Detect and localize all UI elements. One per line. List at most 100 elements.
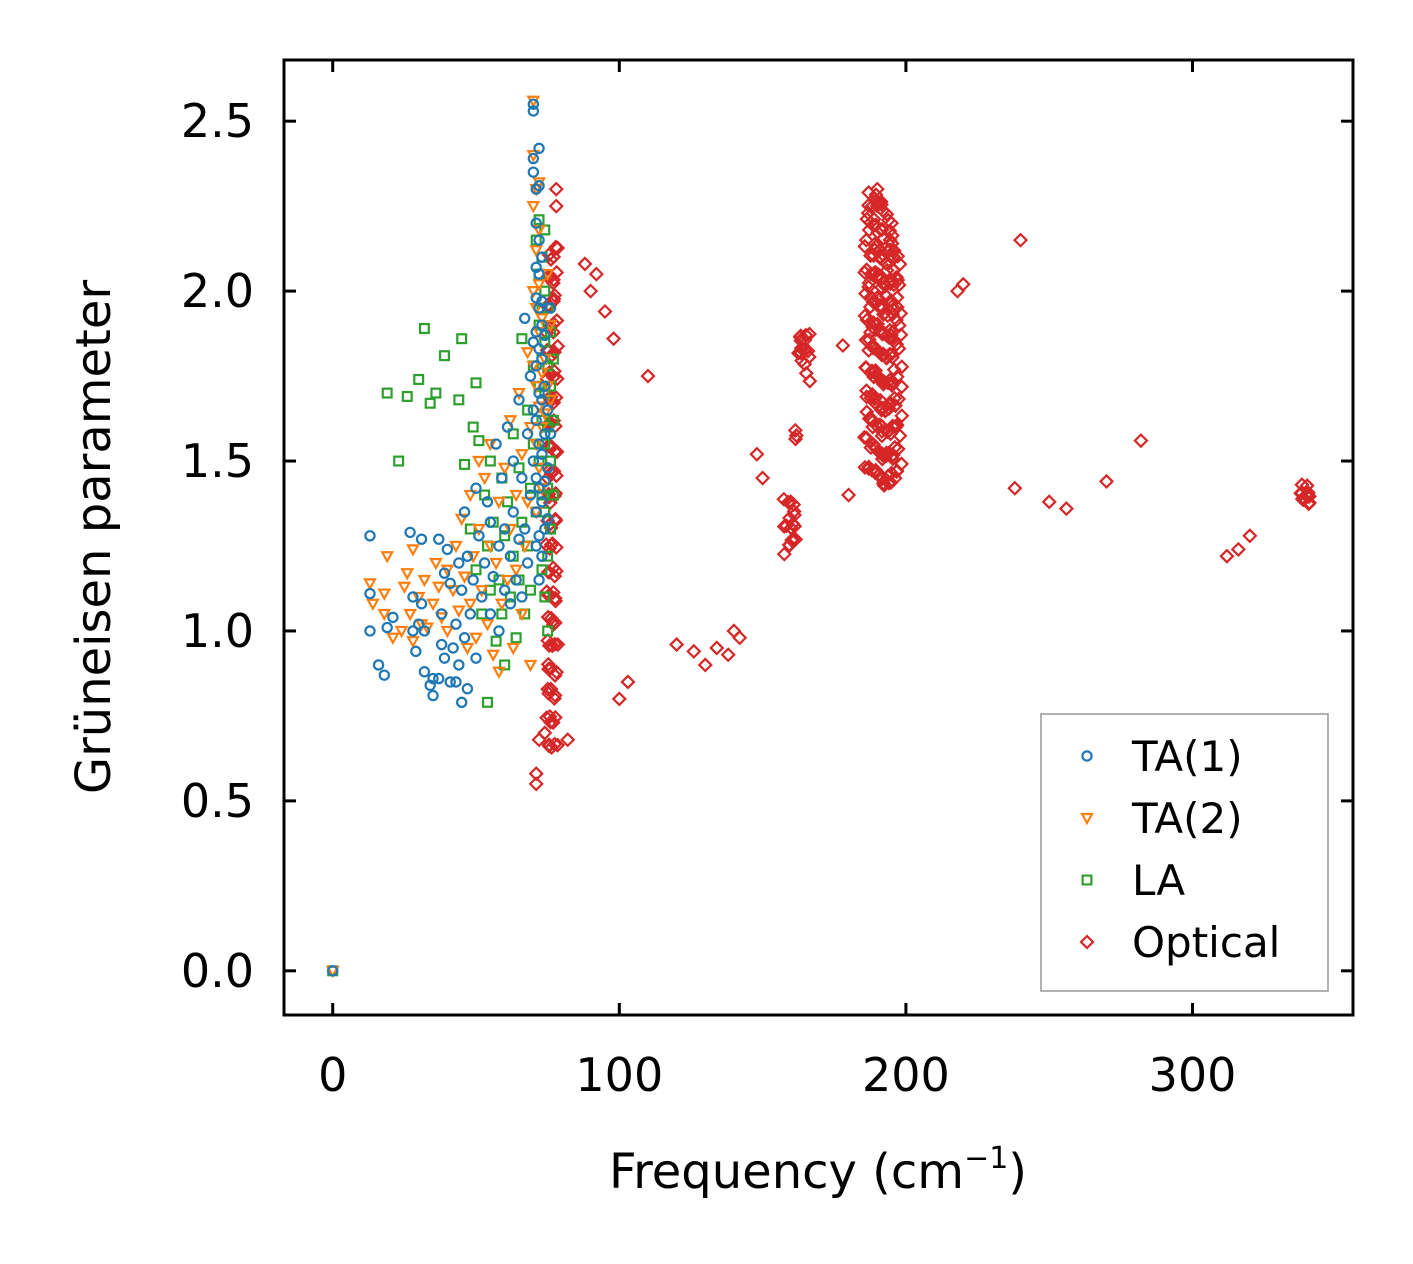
- data-point: [415, 598, 428, 610]
- optical-point: [869, 316, 886, 332]
- optical-point: [873, 196, 889, 213]
- data-point: [530, 414, 542, 426]
- data-point: [480, 619, 495, 632]
- optical-point: [1219, 548, 1235, 564]
- data-point: [460, 642, 475, 656]
- data-point: [476, 591, 488, 603]
- data-point: [484, 584, 496, 596]
- data-point: [527, 166, 540, 178]
- data-point: [470, 377, 482, 389]
- optical-point: [894, 379, 910, 395]
- data-point: [497, 462, 512, 476]
- data-point: [539, 523, 551, 535]
- optical-point: [857, 459, 873, 475]
- data-point: [494, 598, 509, 612]
- data-point: [516, 591, 528, 603]
- data-point: [535, 313, 549, 326]
- optical-point: [542, 708, 558, 725]
- optical-point: [548, 181, 564, 197]
- data-point: [458, 632, 471, 644]
- data-point: [524, 489, 537, 501]
- data-point: [512, 387, 526, 401]
- legend-label: TA(2): [1131, 794, 1243, 843]
- data-point: [535, 367, 549, 380]
- optical-point: [884, 235, 900, 251]
- data-point: [504, 591, 516, 603]
- optical-point: [893, 305, 909, 321]
- data-point: [433, 672, 445, 685]
- data-point: [400, 568, 415, 581]
- optical-point: [892, 256, 908, 272]
- data-point: [481, 496, 494, 508]
- data-point: [444, 577, 456, 590]
- data-point: [461, 683, 474, 695]
- data-point: [496, 472, 508, 484]
- data-point: [545, 523, 557, 535]
- data-point: [543, 394, 558, 408]
- optical-point: [548, 198, 564, 214]
- optical-point: [749, 446, 765, 462]
- data-point: [478, 557, 491, 569]
- optical-point: [547, 615, 563, 631]
- optical-point: [732, 630, 748, 646]
- optical-point: [802, 373, 818, 389]
- data-point: [498, 584, 511, 596]
- data-point: [450, 676, 462, 688]
- optical-point: [1242, 528, 1258, 544]
- optical-point: [1058, 501, 1074, 517]
- data-point: [433, 533, 445, 545]
- data-point: [435, 608, 448, 620]
- data-point: [463, 489, 478, 503]
- data-point: [473, 435, 485, 447]
- data-point: [539, 285, 551, 297]
- data-point: [472, 455, 486, 469]
- legend-marker: [1080, 812, 1094, 826]
- data-point: [397, 581, 412, 595]
- data-point: [536, 295, 548, 307]
- optical-point: [889, 289, 905, 306]
- data-point: [381, 387, 393, 399]
- data-point: [513, 533, 525, 545]
- data-point: [451, 605, 466, 618]
- data-point: [466, 551, 481, 564]
- data-point: [463, 598, 478, 612]
- optical-point: [546, 463, 562, 479]
- data-point: [524, 584, 536, 596]
- y-tick-label: 1.5: [181, 434, 254, 488]
- data-point: [380, 551, 395, 564]
- optical-point: [1007, 480, 1023, 496]
- data-point: [327, 965, 339, 977]
- optical-point: [785, 531, 801, 547]
- data-point: [530, 261, 542, 274]
- data-point: [467, 421, 479, 433]
- data-point: [467, 574, 479, 586]
- optical-point: [528, 776, 544, 792]
- data-point: [470, 652, 482, 664]
- optical-point: [537, 725, 553, 741]
- optical-point: [550, 338, 566, 354]
- data-point: [539, 380, 551, 392]
- data-point: [470, 564, 482, 576]
- data-point: [403, 608, 417, 622]
- data-point: [533, 180, 545, 192]
- optical-point: [889, 299, 905, 315]
- optical-point: [890, 248, 906, 264]
- optical-point: [888, 269, 905, 285]
- data-point: [520, 347, 535, 360]
- data-point: [438, 652, 451, 664]
- data-point: [364, 530, 376, 542]
- optical-point: [862, 248, 879, 264]
- data-point: [536, 353, 548, 365]
- data-point: [509, 564, 524, 578]
- data-point: [484, 516, 497, 528]
- data-point: [394, 625, 409, 639]
- data-point: [541, 404, 554, 416]
- data-point: [372, 659, 385, 671]
- optical-point: [861, 275, 877, 291]
- data-point: [510, 632, 522, 644]
- data-point: [458, 506, 471, 518]
- data-point: [541, 462, 554, 474]
- legend-marker: [1081, 874, 1093, 886]
- optical-point: [550, 636, 566, 653]
- optical-point: [857, 308, 873, 324]
